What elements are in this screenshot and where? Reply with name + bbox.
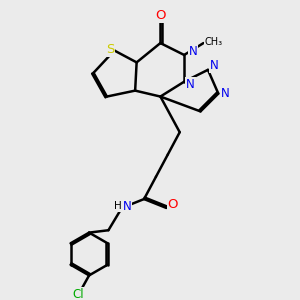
Text: S: S [106,43,114,56]
Text: O: O [168,199,178,212]
Text: Cl: Cl [72,288,84,300]
Text: N: N [209,59,218,72]
Text: N: N [123,200,131,213]
Text: N: N [220,87,229,100]
Text: O: O [155,9,166,22]
Text: N: N [189,45,197,58]
Text: N: N [186,78,195,91]
Text: H: H [114,202,122,212]
Text: CH₃: CH₃ [205,37,223,46]
